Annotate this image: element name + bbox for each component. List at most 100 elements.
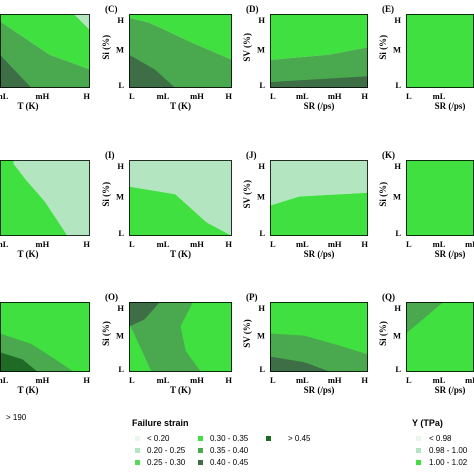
panel-label: (O) — [105, 292, 118, 302]
y-tick-label: M — [257, 331, 265, 341]
legend-swatch-y-0-98-1-00 — [416, 448, 421, 453]
x-axis-label: SR (/ps) — [435, 249, 466, 259]
plot-frame — [0, 160, 90, 236]
y-tick-label: M — [393, 45, 401, 55]
y-tick-label: M — [257, 45, 265, 55]
x-tick-label: mH — [36, 239, 50, 249]
panel-label: (J) — [246, 150, 257, 160]
x-tick-label: H — [361, 239, 368, 249]
x-axis-label: T (K) — [17, 249, 38, 259]
y-axis-label: SV (%) — [242, 319, 252, 348]
y-tick-label: M — [116, 45, 124, 55]
legend-swatch-0-20-0-25 — [135, 448, 140, 453]
x-tick-label: mH — [190, 91, 204, 101]
x-axis-label: SR (/ps) — [435, 385, 466, 395]
x-tick-label: mL — [157, 91, 170, 101]
y-tick-label: L — [118, 80, 124, 90]
legend-y-tpa-item-2: 1.00 - 1.02 — [429, 458, 468, 467]
region-0-98-1-00 — [270, 160, 368, 206]
region-0-40-0-45 — [270, 76, 368, 88]
legend-y-tpa-item-1: 0.98 - 1.00 — [429, 446, 468, 455]
x-tick-label: L — [406, 91, 412, 101]
legend-y-tpa-item-0: < 0.98 — [429, 434, 452, 443]
plot-frame — [129, 302, 232, 372]
x-axis-label: SR (/ps) — [435, 101, 466, 111]
x-tick-label: mL — [433, 91, 446, 101]
region-0-40-0-45 — [0, 54, 32, 88]
x-tick-label: H — [225, 91, 232, 101]
panel-partial-4: mL mH H T (K) — [0, 160, 90, 259]
x-tick-label: mH — [36, 91, 50, 101]
y-axis-label: SV (%) — [242, 33, 252, 62]
x-tick-label: L — [270, 375, 276, 385]
y-tick-label: M — [257, 191, 265, 201]
legend-failure-strain-title: Failure strain — [132, 418, 189, 428]
x-tick-label: mH — [465, 375, 474, 385]
region-0-40-0-45 — [270, 356, 331, 372]
plot-frame — [0, 302, 90, 372]
y-tick-label: H — [258, 15, 265, 25]
y-tick-label: H — [394, 15, 401, 25]
x-axis-label: T (K) — [17, 101, 38, 111]
x-tick-label: H — [83, 375, 90, 385]
region-0-30-0-35 — [270, 14, 368, 60]
region-0-35-0-40 — [129, 302, 202, 372]
x-axis-label: T (K) — [170, 385, 191, 395]
x-axis-label: T (K) — [170, 101, 191, 111]
y-axis-label: Si (%) — [101, 321, 111, 346]
panel-label: (P) — [246, 292, 258, 302]
y-tick-label: L — [395, 228, 401, 238]
panel-partial-0: mL mH H T (K) — [0, 14, 90, 111]
legend-swatch-y-1-00-1-02 — [416, 460, 421, 465]
region-0-30-0-35 — [406, 14, 474, 88]
x-tick-label: mL — [296, 375, 309, 385]
legend-failure-strain-item-1: 0.20 - 0.25 — [147, 446, 186, 455]
legend-y-tpa-title: Y (TPa) — [412, 418, 443, 428]
x-tick-label: mH — [328, 239, 342, 249]
x-tick-label: H — [361, 91, 368, 101]
y-tick-label: H — [394, 161, 401, 171]
x-tick-label: mL — [433, 375, 446, 385]
x-tick-label: H — [225, 375, 232, 385]
x-tick-label: mL — [0, 375, 9, 385]
plot-frame — [129, 14, 232, 88]
x-tick-label: mL — [296, 91, 309, 101]
panel-label: (I) — [105, 150, 115, 160]
panel-partial-8: mL mH H T (K) — [0, 302, 90, 395]
panel-j: (J) L mL mH H SR (/ps) H M L SV (%) — [242, 150, 368, 259]
x-axis-label: SR (/ps) — [304, 385, 335, 395]
legend-swatch-lt-0-20 — [135, 436, 140, 441]
y-tick-label: M — [393, 331, 401, 341]
panel-k: (K) LmL mHSR (/ps) H M L Si (%) — [378, 150, 474, 259]
legend-left-item-0: > 190 — [6, 413, 27, 422]
legend-failure-strain-item-2: 0.25 - 0.30 — [147, 458, 186, 467]
region-0-45 — [0, 352, 38, 372]
panel-label: (Q) — [382, 292, 395, 302]
region-0-40-0-45 — [129, 54, 176, 88]
y-axis-label: Si (%) — [378, 321, 388, 346]
y-tick-label: H — [117, 15, 124, 25]
x-tick-label: mL — [0, 91, 9, 101]
x-axis-label: SR (/ps) — [304, 249, 335, 259]
panel-c: (C) L mL mH H T (K) H M L Si (%) — [101, 4, 232, 111]
panel-i: (I) L mL mH H T (K) H M L Si (%) — [101, 150, 232, 259]
y-tick-label: H — [117, 161, 124, 171]
x-tick-label: L — [129, 239, 135, 249]
y-tick-label: M — [393, 191, 401, 201]
region-0-30-0-35 — [406, 302, 474, 372]
y-tick-label: H — [258, 161, 265, 171]
legend-failure-strain-item-5: 0.40 - 0.45 — [210, 458, 249, 467]
x-tick-label: mL — [157, 375, 170, 385]
legend-swatch-0-30-0-35 — [198, 436, 203, 441]
legend-failure-strain-item-0: < 0.20 — [147, 434, 170, 443]
y-tick-label: L — [118, 364, 124, 374]
panel-label: (D) — [246, 4, 259, 14]
x-tick-label: mH — [190, 375, 204, 385]
y-tick-label: L — [259, 80, 265, 90]
legend-failure-strain-item-3: 0.30 - 0.35 — [210, 434, 249, 443]
y-axis-label: Si (%) — [101, 182, 111, 207]
x-tick-label: mH — [328, 91, 342, 101]
plot-frame — [129, 160, 232, 236]
